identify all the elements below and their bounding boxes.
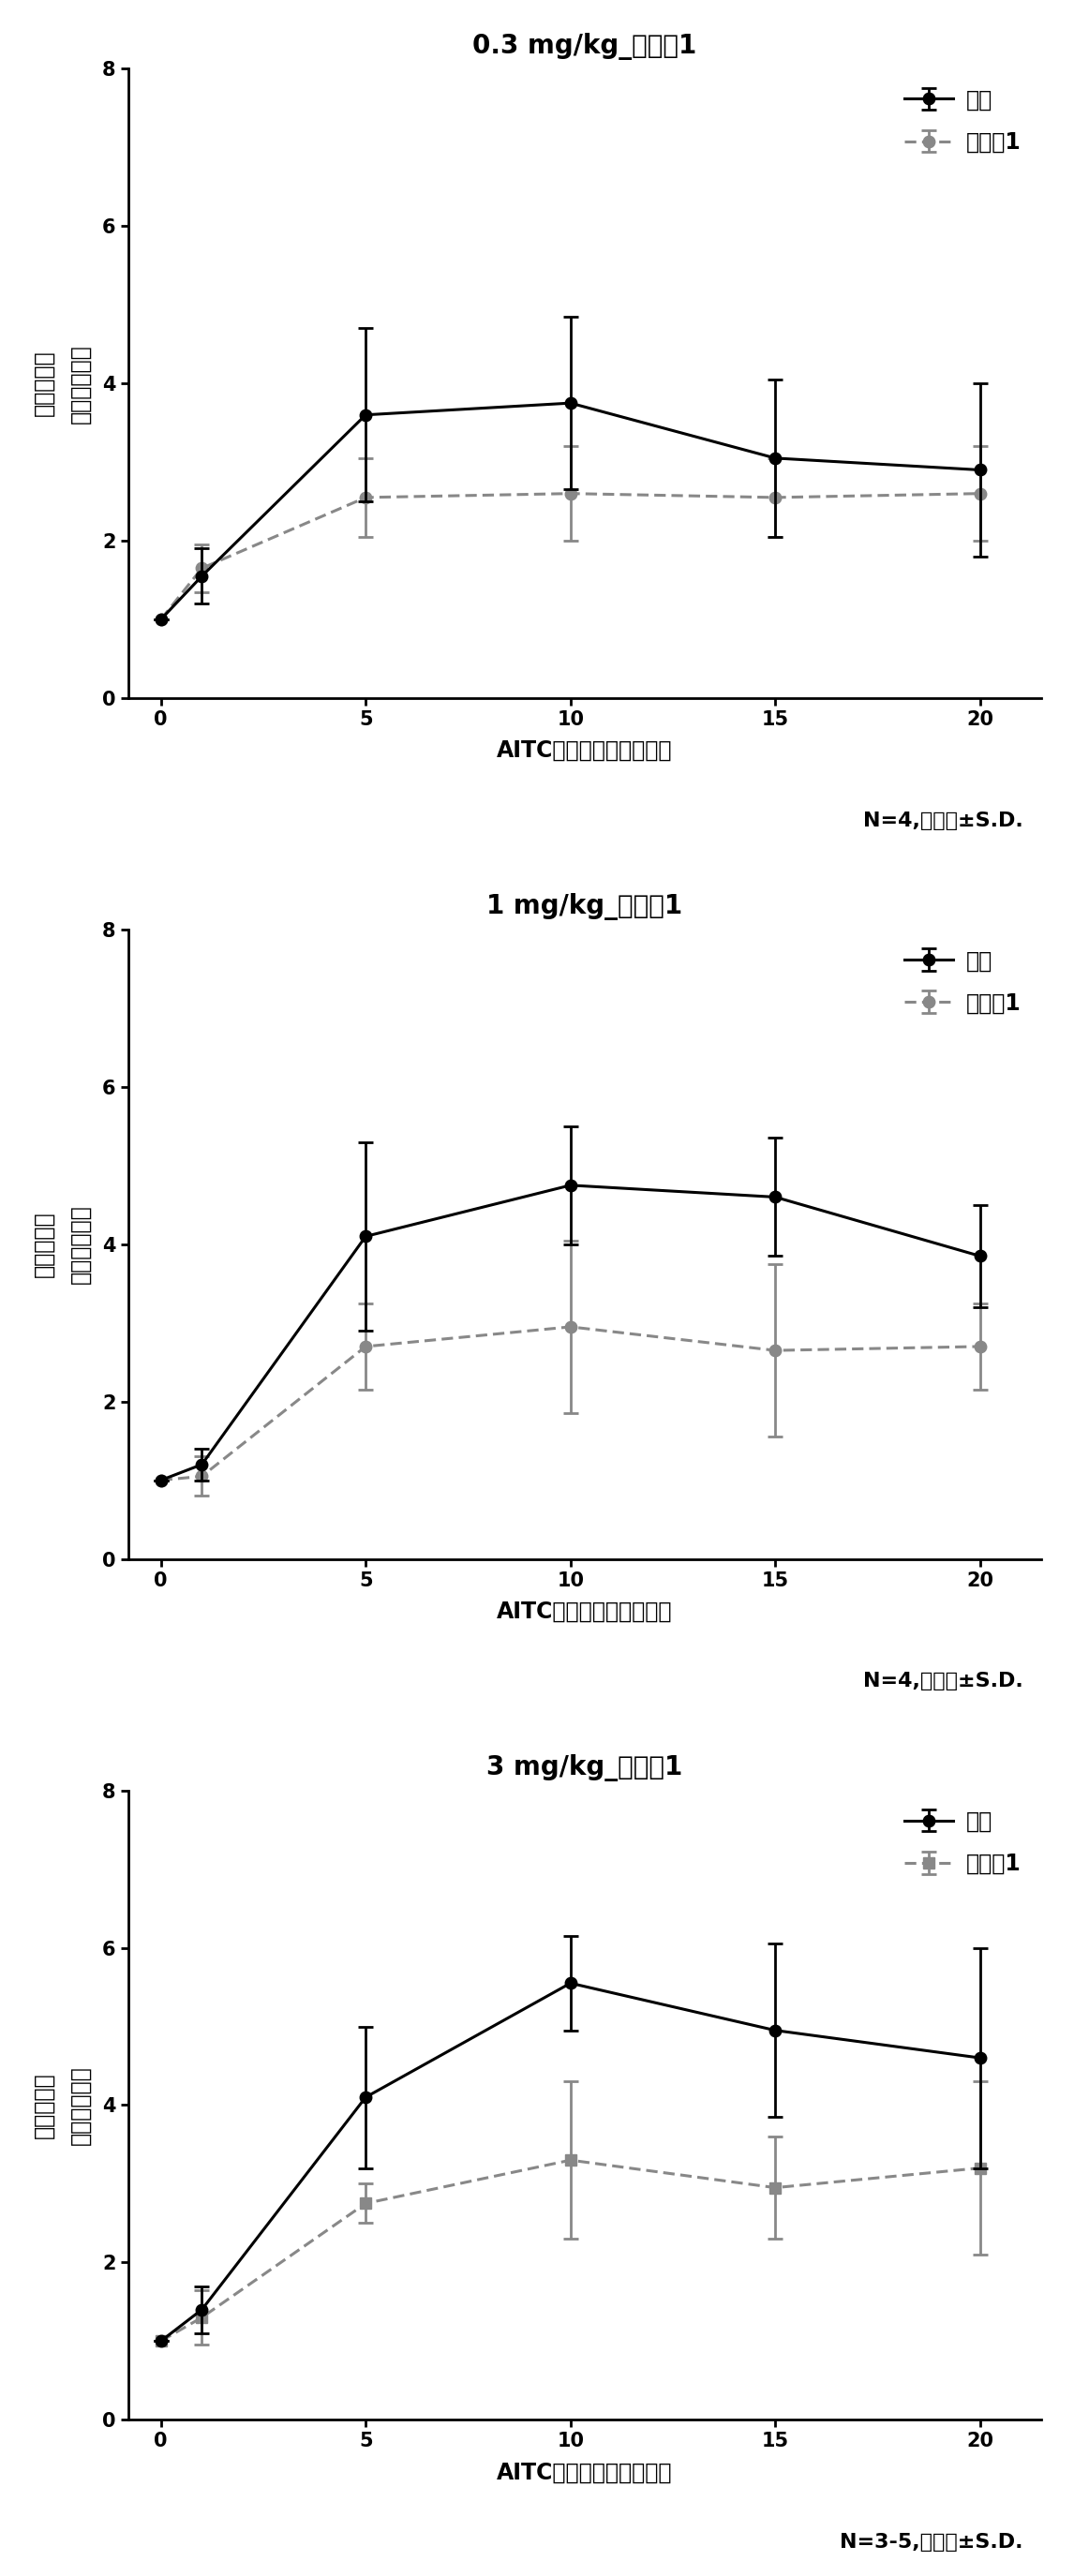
Text: N=4,平均値±S.D.: N=4,平均値±S.D. bbox=[863, 811, 1024, 829]
Y-axis label: 血流量变化
（倍数变化）: 血流量变化 （倍数变化） bbox=[32, 2066, 91, 2146]
Legend: 介质, 实施例1: 介质, 实施例1 bbox=[896, 940, 1030, 1023]
X-axis label: AITC刺激后时间（分钟）: AITC刺激后时间（分钟） bbox=[497, 2460, 672, 2483]
Text: N=4,平均値±S.D.: N=4,平均値±S.D. bbox=[863, 1672, 1024, 1690]
Y-axis label: 血流量变化
（倍数变化）: 血流量变化 （倍数变化） bbox=[32, 1206, 91, 1283]
Y-axis label: 血流量变化
（倍数变化）: 血流量变化 （倍数变化） bbox=[32, 343, 91, 422]
X-axis label: AITC刺激后时间（分钟）: AITC刺激后时间（分钟） bbox=[497, 739, 672, 762]
Legend: 介质, 实施例1: 介质, 实施例1 bbox=[896, 80, 1030, 162]
Title: 3 mg/kg_实施例1: 3 mg/kg_实施例1 bbox=[487, 1754, 683, 1783]
Title: 1 mg/kg_实施例1: 1 mg/kg_实施例1 bbox=[487, 894, 683, 920]
Title: 0.3 mg/kg_实施例1: 0.3 mg/kg_实施例1 bbox=[473, 33, 697, 59]
X-axis label: AITC刺激后时间（分钟）: AITC刺激后时间（分钟） bbox=[497, 1600, 672, 1623]
Legend: 介质, 实施例1: 介质, 实施例1 bbox=[896, 1801, 1030, 1883]
Text: N=3-5,平均値±S.D.: N=3-5,平均値±S.D. bbox=[840, 2532, 1024, 2553]
